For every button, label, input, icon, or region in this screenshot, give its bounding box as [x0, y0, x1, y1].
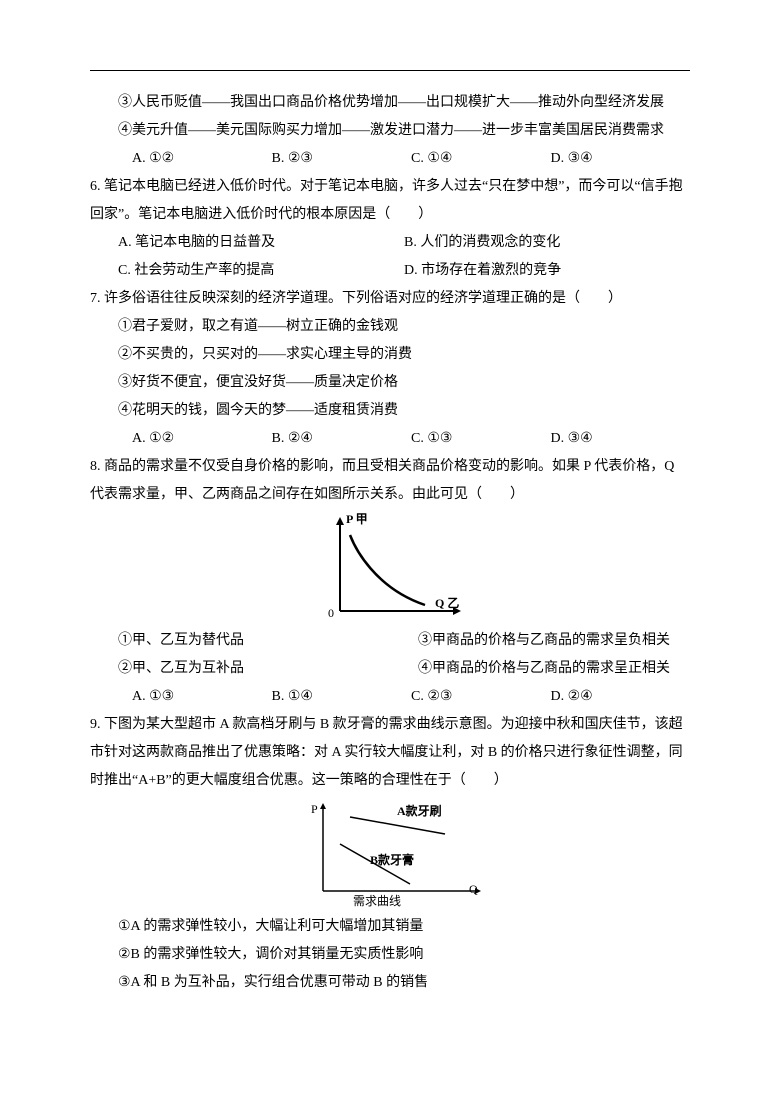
q8-option-c: C. ②③ — [411, 683, 551, 711]
q7-option-c: C. ①③ — [411, 425, 551, 453]
q6-option-d: D. 市场存在着激烈的竞争 — [404, 257, 690, 285]
q6-options-row2: C. 社会劳动生产率的提高 D. 市场存在着激烈的竞争 — [118, 257, 690, 285]
svg-text:Q: Q — [469, 882, 478, 896]
q8-s1: ①甲、乙互为替代品 — [90, 627, 390, 655]
q7-option-b: B. ②④ — [272, 425, 412, 453]
statement-3: ③人民币贬值——我国出口商品价格优势增加——出口规模扩大——推动外向型经济发展 — [90, 89, 690, 117]
demand-curve-chart: 0 P 甲 Q 乙 — [315, 513, 465, 623]
q7-s4: ④花明天的钱，圆今天的梦——适度租赁消费 — [90, 397, 690, 425]
svg-text:Q 乙: Q 乙 — [435, 596, 459, 610]
q9-s3: ③A 和 B 为互补品，实行组合优惠可带动 B 的销售 — [90, 969, 690, 997]
q8-s2: ②甲、乙互为互补品 — [90, 655, 390, 683]
q7-options: A. ①② B. ②④ C. ①③ D. ③④ — [132, 425, 690, 453]
q7-stem: 7. 许多俗语往往反映深刻的经济学道理。下列俗语对应的经济学道理正确的是（ ） — [90, 285, 690, 313]
q9-stem: 9. 下图为某大型超市 A 款高档牙刷与 B 款牙膏的需求曲线示意图。为迎接中秋… — [90, 711, 690, 795]
q9-s2: ②B 的需求弹性较大，调价对其销量无实质性影响 — [90, 941, 690, 969]
demand-curves-ab-chart: P Q A款牙刷 B款牙膏需求曲线 — [295, 799, 485, 909]
q9-s1: ①A 的需求弹性较小，大幅让利可大幅增加其销量 — [90, 913, 690, 941]
q6-stem: 6. 笔记本电脑已经进入低价时代。对于笔记本电脑，许多人过去“只在梦中想”，而今… — [90, 173, 690, 229]
q8-s3: ③甲商品的价格与乙商品的需求呈负相关 — [390, 627, 690, 655]
svg-text:P 甲: P 甲 — [346, 513, 368, 526]
svg-text:P: P — [311, 802, 318, 816]
q6-option-a: A. 笔记本电脑的日益普及 — [118, 229, 404, 257]
q8-options: A. ①③ B. ①④ C. ②③ D. ②④ — [132, 683, 690, 711]
q6-option-c: C. 社会劳动生产率的提高 — [118, 257, 404, 285]
svg-text:需求曲线: 需求曲线 — [353, 894, 401, 908]
q6-options-row1: A. 笔记本电脑的日益普及 B. 人们的消费观念的变化 — [118, 229, 690, 257]
svg-text:A款牙刷: A款牙刷 — [397, 803, 442, 818]
q8-s4: ④甲商品的价格与乙商品的需求呈正相关 — [390, 655, 690, 683]
q5-options: A. ①② B. ②③ C. ①④ D. ③④ — [132, 145, 690, 173]
q5-option-c: C. ①④ — [411, 145, 551, 173]
q7-s1: ①君子爱财，取之有道——树立正确的金钱观 — [90, 313, 690, 341]
q6-option-b: B. 人们的消费观念的变化 — [404, 229, 690, 257]
q9-chart-wrap: P Q A款牙刷 B款牙膏需求曲线 — [90, 799, 690, 909]
q8-chart-wrap: 0 P 甲 Q 乙 — [90, 513, 690, 623]
q7-option-a: A. ①② — [132, 425, 272, 453]
q5-option-a: A. ①② — [132, 145, 272, 173]
q8-stem: 8. 商品的需求量不仅受自身价格的影响，而且受相关商品价格变动的影响。如果 P … — [90, 453, 690, 509]
statement-4: ④美元升值——美元国际购买力增加——激发进口潜力——进一步丰富美国居民消费需求 — [90, 117, 690, 145]
q8-option-b: B. ①④ — [272, 683, 412, 711]
exam-page: ③人民币贬值——我国出口商品价格优势增加——出口规模扩大——推动外向型经济发展 … — [0, 0, 780, 1103]
q8-statements-row2: ②甲、乙互为互补品 ④甲商品的价格与乙商品的需求呈正相关 — [90, 655, 690, 683]
top-divider — [90, 70, 690, 71]
q7-s3: ③好货不便宜，便宜没好货——质量决定价格 — [90, 369, 690, 397]
q5-option-b: B. ②③ — [272, 145, 412, 173]
q7-s2: ②不买贵的，只买对的——求实心理主导的消费 — [90, 341, 690, 369]
q8-option-a: A. ①③ — [132, 683, 272, 711]
svg-text:B款牙膏: B款牙膏 — [370, 852, 414, 867]
q5-option-d: D. ③④ — [551, 145, 691, 173]
q8-option-d: D. ②④ — [551, 683, 691, 711]
svg-text:0: 0 — [328, 606, 334, 620]
q8-statements-row1: ①甲、乙互为替代品 ③甲商品的价格与乙商品的需求呈负相关 — [90, 627, 690, 655]
q7-option-d: D. ③④ — [551, 425, 691, 453]
